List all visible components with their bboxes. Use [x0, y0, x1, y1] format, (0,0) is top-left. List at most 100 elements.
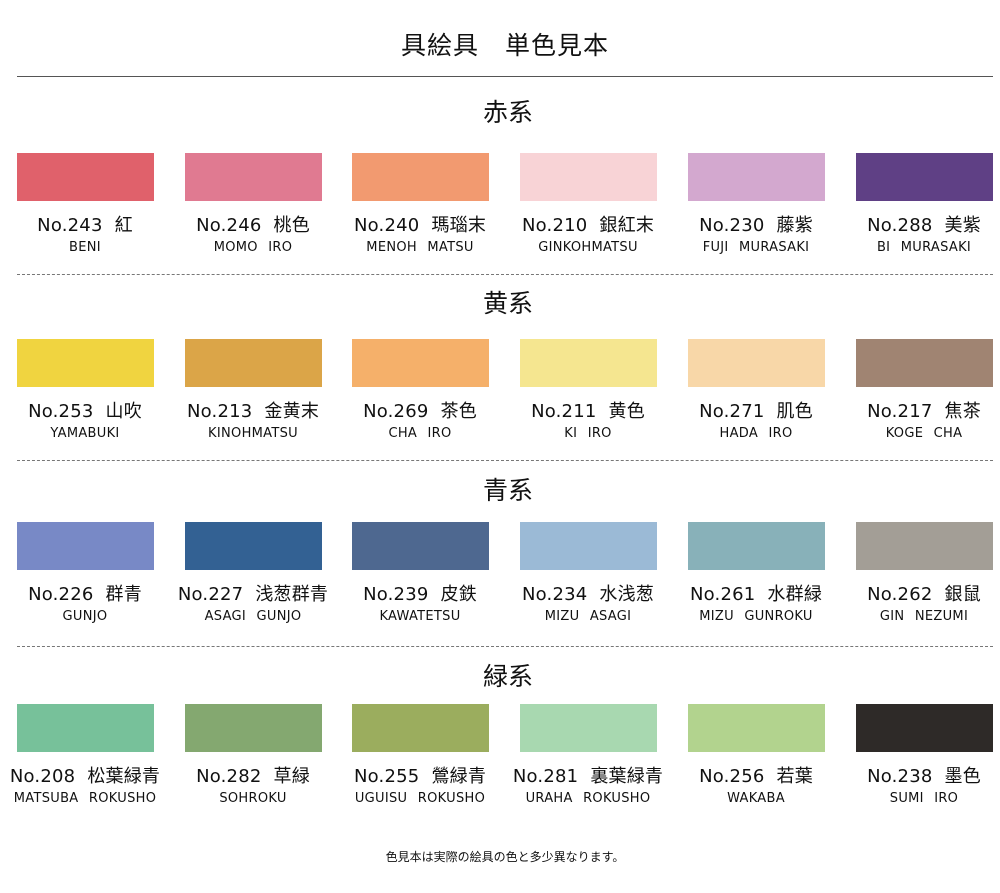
sample-japanese-name: 皮鉄	[440, 584, 477, 605]
color-sample: No.261 水群緑 MIZU GUNROKU	[672, 522, 840, 624]
sample-name: No.243 紅	[1, 211, 169, 237]
sample-romaji: KINOHMATSU	[208, 426, 298, 441]
sample-romaji: CHA IRO	[388, 426, 452, 441]
sample-romaji: MATSUBA ROKUSHO	[13, 791, 157, 806]
section-title: 青系	[482, 476, 533, 505]
sample-number: No.271	[699, 401, 765, 422]
sample-number: No.246	[196, 215, 262, 236]
color-swatch	[16, 522, 154, 570]
color-swatch	[519, 153, 657, 201]
color-sample: No.208 松葉緑青 MATSUBA ROKUSHO	[1, 704, 169, 806]
sample-number: No.281	[512, 766, 579, 787]
sample-number: No.240	[353, 215, 420, 236]
color-sample: No.269 茶色 CHA IRO	[336, 339, 504, 441]
color-swatch	[16, 339, 154, 387]
color-swatch	[184, 704, 322, 752]
color-swatch	[855, 153, 993, 201]
sample-number: No.208	[9, 766, 76, 787]
sample-number: No.230	[699, 215, 765, 236]
disclaimer-note: 色見本は実際の絵具の色と多少異なります。	[385, 850, 625, 864]
sample-romaji: GINKOHMATSU	[538, 240, 638, 255]
sample-japanese-name: 茶色	[440, 401, 477, 422]
color-swatch	[687, 153, 825, 201]
sample-japanese-name: 山吹	[105, 401, 142, 422]
sample-japanese-name: 紅	[114, 215, 133, 236]
sample-number: No.269	[363, 401, 429, 422]
sample-romaji: ASAGI GUNJO	[204, 609, 302, 624]
color-swatch	[855, 522, 993, 570]
section-title: 緑系	[482, 662, 533, 691]
sample-romaji: MENOH MATSU	[366, 240, 474, 255]
sample-japanese-name: 墨色	[944, 766, 981, 787]
sample-name: No.256 若葉	[672, 762, 840, 788]
sample-name: No.230 藤紫	[672, 211, 840, 237]
color-sample: No.262 銀鼠 GIN NEZUMI	[840, 522, 1000, 624]
color-swatch	[519, 704, 657, 752]
sample-japanese-name: 焦茶	[944, 401, 981, 422]
color-sample: No.288 美紫 BI MURASAKI	[840, 153, 1000, 255]
sample-romaji: KI IRO	[564, 426, 612, 441]
color-sample: No.238 墨色 SUMI IRO	[840, 704, 1000, 806]
sample-name: No.226 群青	[1, 580, 169, 606]
color-swatch	[351, 339, 489, 387]
sample-number: No.256	[699, 766, 765, 787]
color-sample: No.253 山吹 YAMABUKI	[1, 339, 169, 441]
sample-japanese-name: 草緑	[273, 766, 310, 787]
sample-japanese-name: 金黄末	[264, 401, 320, 422]
color-swatch	[687, 522, 825, 570]
sample-romaji: YAMABUKI	[50, 426, 120, 441]
sample-romaji: HADA IRO	[719, 426, 793, 441]
sample-name: No.208 松葉緑青	[1, 762, 169, 788]
sample-number: No.238	[867, 766, 933, 787]
color-sample: No.217 焦茶 KOGE CHA	[840, 339, 1000, 441]
section-divider	[17, 460, 993, 461]
color-sample: No.210 銀紅末 GINKOHMATSU	[504, 153, 672, 255]
sample-japanese-name: 瑪瑙末	[431, 215, 487, 236]
sample-romaji: GIN NEZUMI	[879, 609, 969, 624]
sample-name: No.210 銀紅末	[504, 211, 672, 237]
sample-romaji: BENI	[69, 240, 101, 255]
sample-japanese-name: 若葉	[776, 766, 813, 787]
color-sample: No.230 藤紫 FUJI MURASAKI	[672, 153, 840, 255]
color-swatch	[687, 704, 825, 752]
sample-romaji: BI MURASAKI	[876, 240, 972, 255]
sample-romaji: KOGE CHA	[885, 426, 963, 441]
sample-japanese-name: 銀鼠	[944, 584, 981, 605]
sample-number: No.282	[196, 766, 262, 787]
sample-japanese-name: 肌色	[776, 401, 813, 422]
sample-romaji: KAWATETSU	[379, 609, 461, 624]
color-sample: No.226 群青 GUNJO	[1, 522, 169, 624]
color-swatch	[184, 522, 322, 570]
sample-name: No.288 美紫	[840, 211, 1000, 237]
sample-number: No.213	[186, 401, 253, 422]
sample-japanese-name: 水浅葱	[599, 584, 655, 605]
sample-japanese-name: 銀紅末	[599, 215, 655, 236]
sample-romaji: GUNJO	[62, 609, 108, 624]
sample-number: No.226	[28, 584, 94, 605]
section-divider	[17, 646, 993, 647]
sample-number: No.288	[867, 215, 933, 236]
sample-number: No.253	[28, 401, 94, 422]
color-swatch	[351, 522, 489, 570]
sample-japanese-name: 浅葱群青	[255, 584, 329, 605]
color-swatch	[184, 153, 322, 201]
color-swatch	[351, 153, 489, 201]
color-sample: No.282 草緑 SOHROKU	[169, 704, 337, 806]
sample-name: No.217 焦茶	[840, 397, 1000, 423]
sample-name: No.253 山吹	[1, 397, 169, 423]
color-swatch	[855, 339, 993, 387]
title-divider	[17, 76, 993, 77]
color-sample: No.227 浅葱群青 ASAGI GUNJO	[169, 522, 337, 624]
sample-name: No.261 水群緑	[672, 580, 840, 606]
sample-romaji: SUMI IRO	[889, 791, 959, 806]
sample-number: No.211	[531, 401, 597, 422]
sample-name: No.281 裏葉緑青	[504, 762, 672, 788]
sample-japanese-name: 桃色	[273, 215, 310, 236]
sample-japanese-name: 黄色	[608, 401, 645, 422]
sample-name: No.282 草緑	[169, 762, 337, 788]
color-swatch	[519, 522, 657, 570]
color-sample: No.243 紅 BENI	[1, 153, 169, 255]
color-swatch	[184, 339, 322, 387]
color-sample: No.255 鶯緑青 UGUISU ROKUSHO	[336, 704, 504, 806]
color-sample: No.213 金黄末 KINOHMATSU	[169, 339, 337, 441]
